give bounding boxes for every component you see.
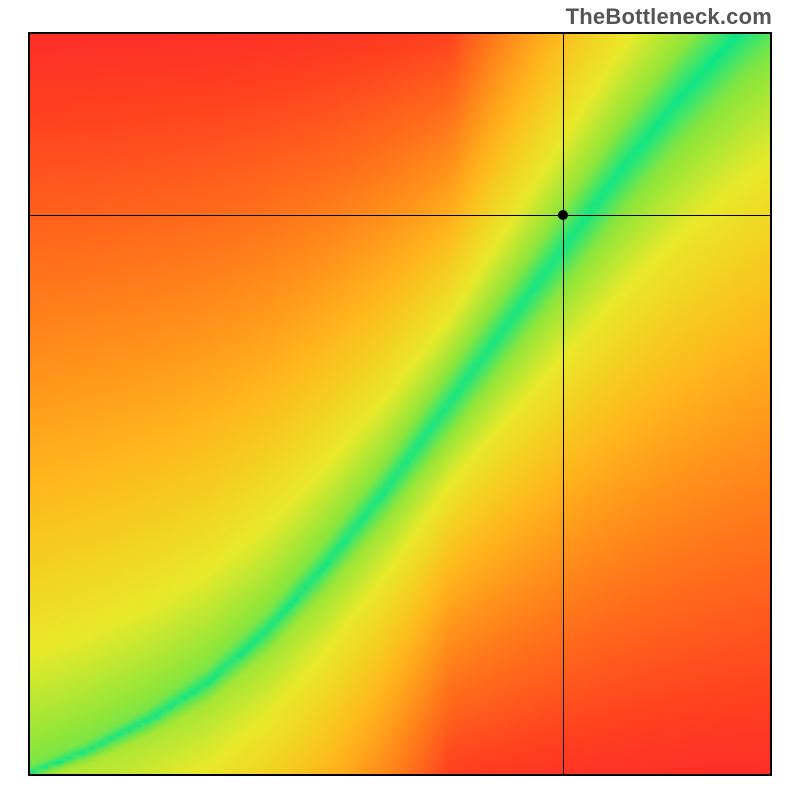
watermark-text: TheBottleneck.com xyxy=(566,4,772,30)
heatmap-plot xyxy=(28,32,772,776)
crosshair-vertical xyxy=(563,34,564,774)
crosshair-horizontal xyxy=(30,215,770,216)
heatmap-canvas xyxy=(30,34,770,774)
crosshair-marker-dot xyxy=(558,210,568,220)
